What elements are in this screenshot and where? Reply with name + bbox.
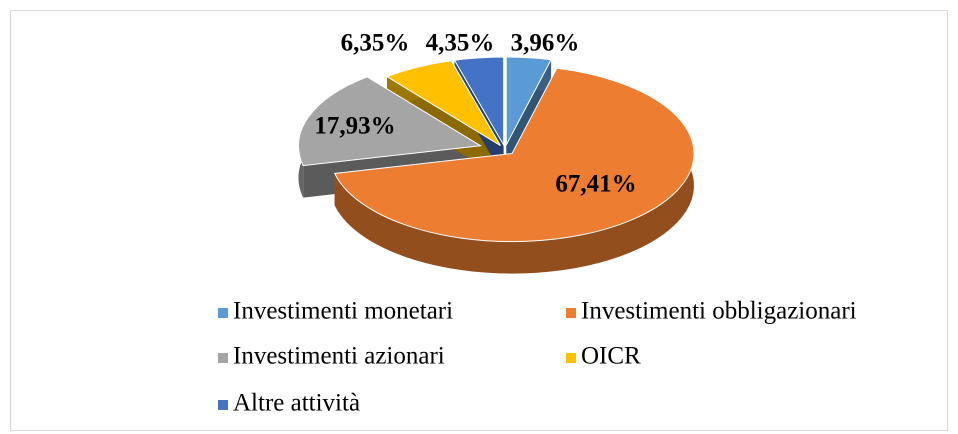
slice (385, 60, 501, 146)
legend-label: Investimenti monetari (233, 298, 453, 325)
slice (453, 56, 505, 147)
legend-swatch (218, 353, 228, 363)
data-label: 6,35% (341, 30, 410, 57)
data-label: 3,96% (511, 30, 580, 57)
legend-swatch (218, 400, 228, 410)
legend-label: Investimenti azionari (233, 343, 445, 370)
legend-swatch (218, 308, 228, 318)
slice (333, 67, 695, 243)
slice (297, 76, 482, 167)
legend-swatch (566, 308, 576, 318)
slice (505, 56, 552, 146)
data-label: 17,93% (314, 113, 395, 140)
data-label: 4,35% (426, 30, 495, 57)
legend-label: Altre attività (233, 390, 360, 417)
legend-swatch (566, 353, 576, 363)
legend-label: Investimenti obbligazionari (581, 298, 857, 325)
legend-label: OICR (581, 343, 641, 370)
data-label: 67,41% (555, 171, 636, 198)
